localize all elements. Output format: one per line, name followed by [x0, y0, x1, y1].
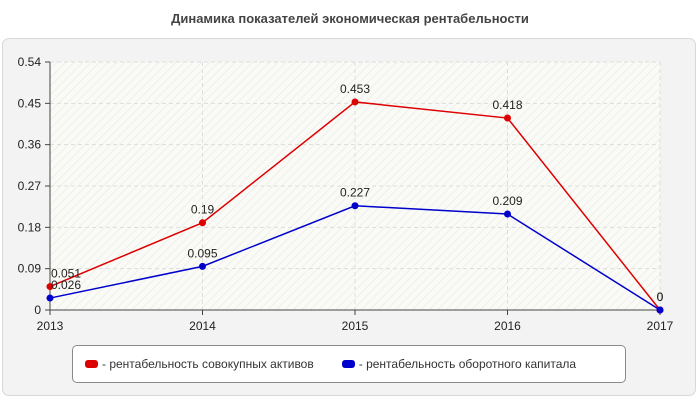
y-tick-label: 0.27	[18, 179, 42, 193]
data-label-series-2: 0.095	[187, 246, 217, 260]
data-label-series-1: 0.418	[492, 98, 522, 112]
data-point-series-2	[351, 202, 359, 210]
y-tick-label: 0.54	[18, 55, 42, 69]
data-point-series-2	[46, 294, 54, 302]
chart-legend: - рентабельность совокупных активов - ре…	[72, 345, 626, 383]
legend-label-series-1: - рентабельность совокупных активов	[102, 357, 314, 371]
data-label-series-1: 0.051	[51, 267, 81, 281]
data-label-series-2: 0.026	[51, 278, 81, 292]
data-point-series-2	[199, 262, 206, 270]
data-label-series-1: 0	[657, 290, 664, 304]
data-label-series-2: 0	[657, 290, 664, 304]
data-point-series-2	[656, 306, 664, 314]
data-label-series-1: 0.453	[340, 82, 370, 96]
data-label-series-1: 0.19	[191, 203, 215, 217]
data-point-series-2	[504, 210, 511, 218]
data-label-series-2: 0.209	[492, 194, 522, 208]
legend-swatch-series-1	[85, 360, 98, 368]
data-point-series-1	[46, 283, 54, 291]
y-tick-label: 0.45	[18, 96, 42, 110]
data-point-series-1	[199, 219, 206, 227]
x-tick-label: 2013	[37, 319, 64, 333]
data-point-series-1	[504, 114, 511, 122]
x-tick-label: 2015	[342, 319, 369, 333]
legend-label-series-2: - рентабельность оборотного капитала	[358, 357, 577, 371]
x-tick-label: 2016	[494, 319, 521, 333]
data-point-series-1	[351, 98, 359, 106]
y-tick-label: 0.09	[18, 262, 42, 276]
y-tick-label: 0.36	[18, 138, 42, 152]
legend-item-series-1: - рентабельность совокупных активов	[85, 357, 314, 371]
y-tick-label: 0.18	[18, 220, 42, 234]
legend-item-series-2: - рентабельность оборотного капитала	[341, 357, 577, 371]
chart-title: Динамика показателей экономическая рента…	[171, 11, 529, 26]
x-tick-label: 2014	[189, 319, 216, 333]
y-tick-label: 0	[34, 303, 41, 317]
data-label-series-2: 0.227	[340, 186, 370, 200]
legend-swatch-series-2	[341, 360, 355, 368]
x-tick-label: 2017	[647, 319, 674, 333]
